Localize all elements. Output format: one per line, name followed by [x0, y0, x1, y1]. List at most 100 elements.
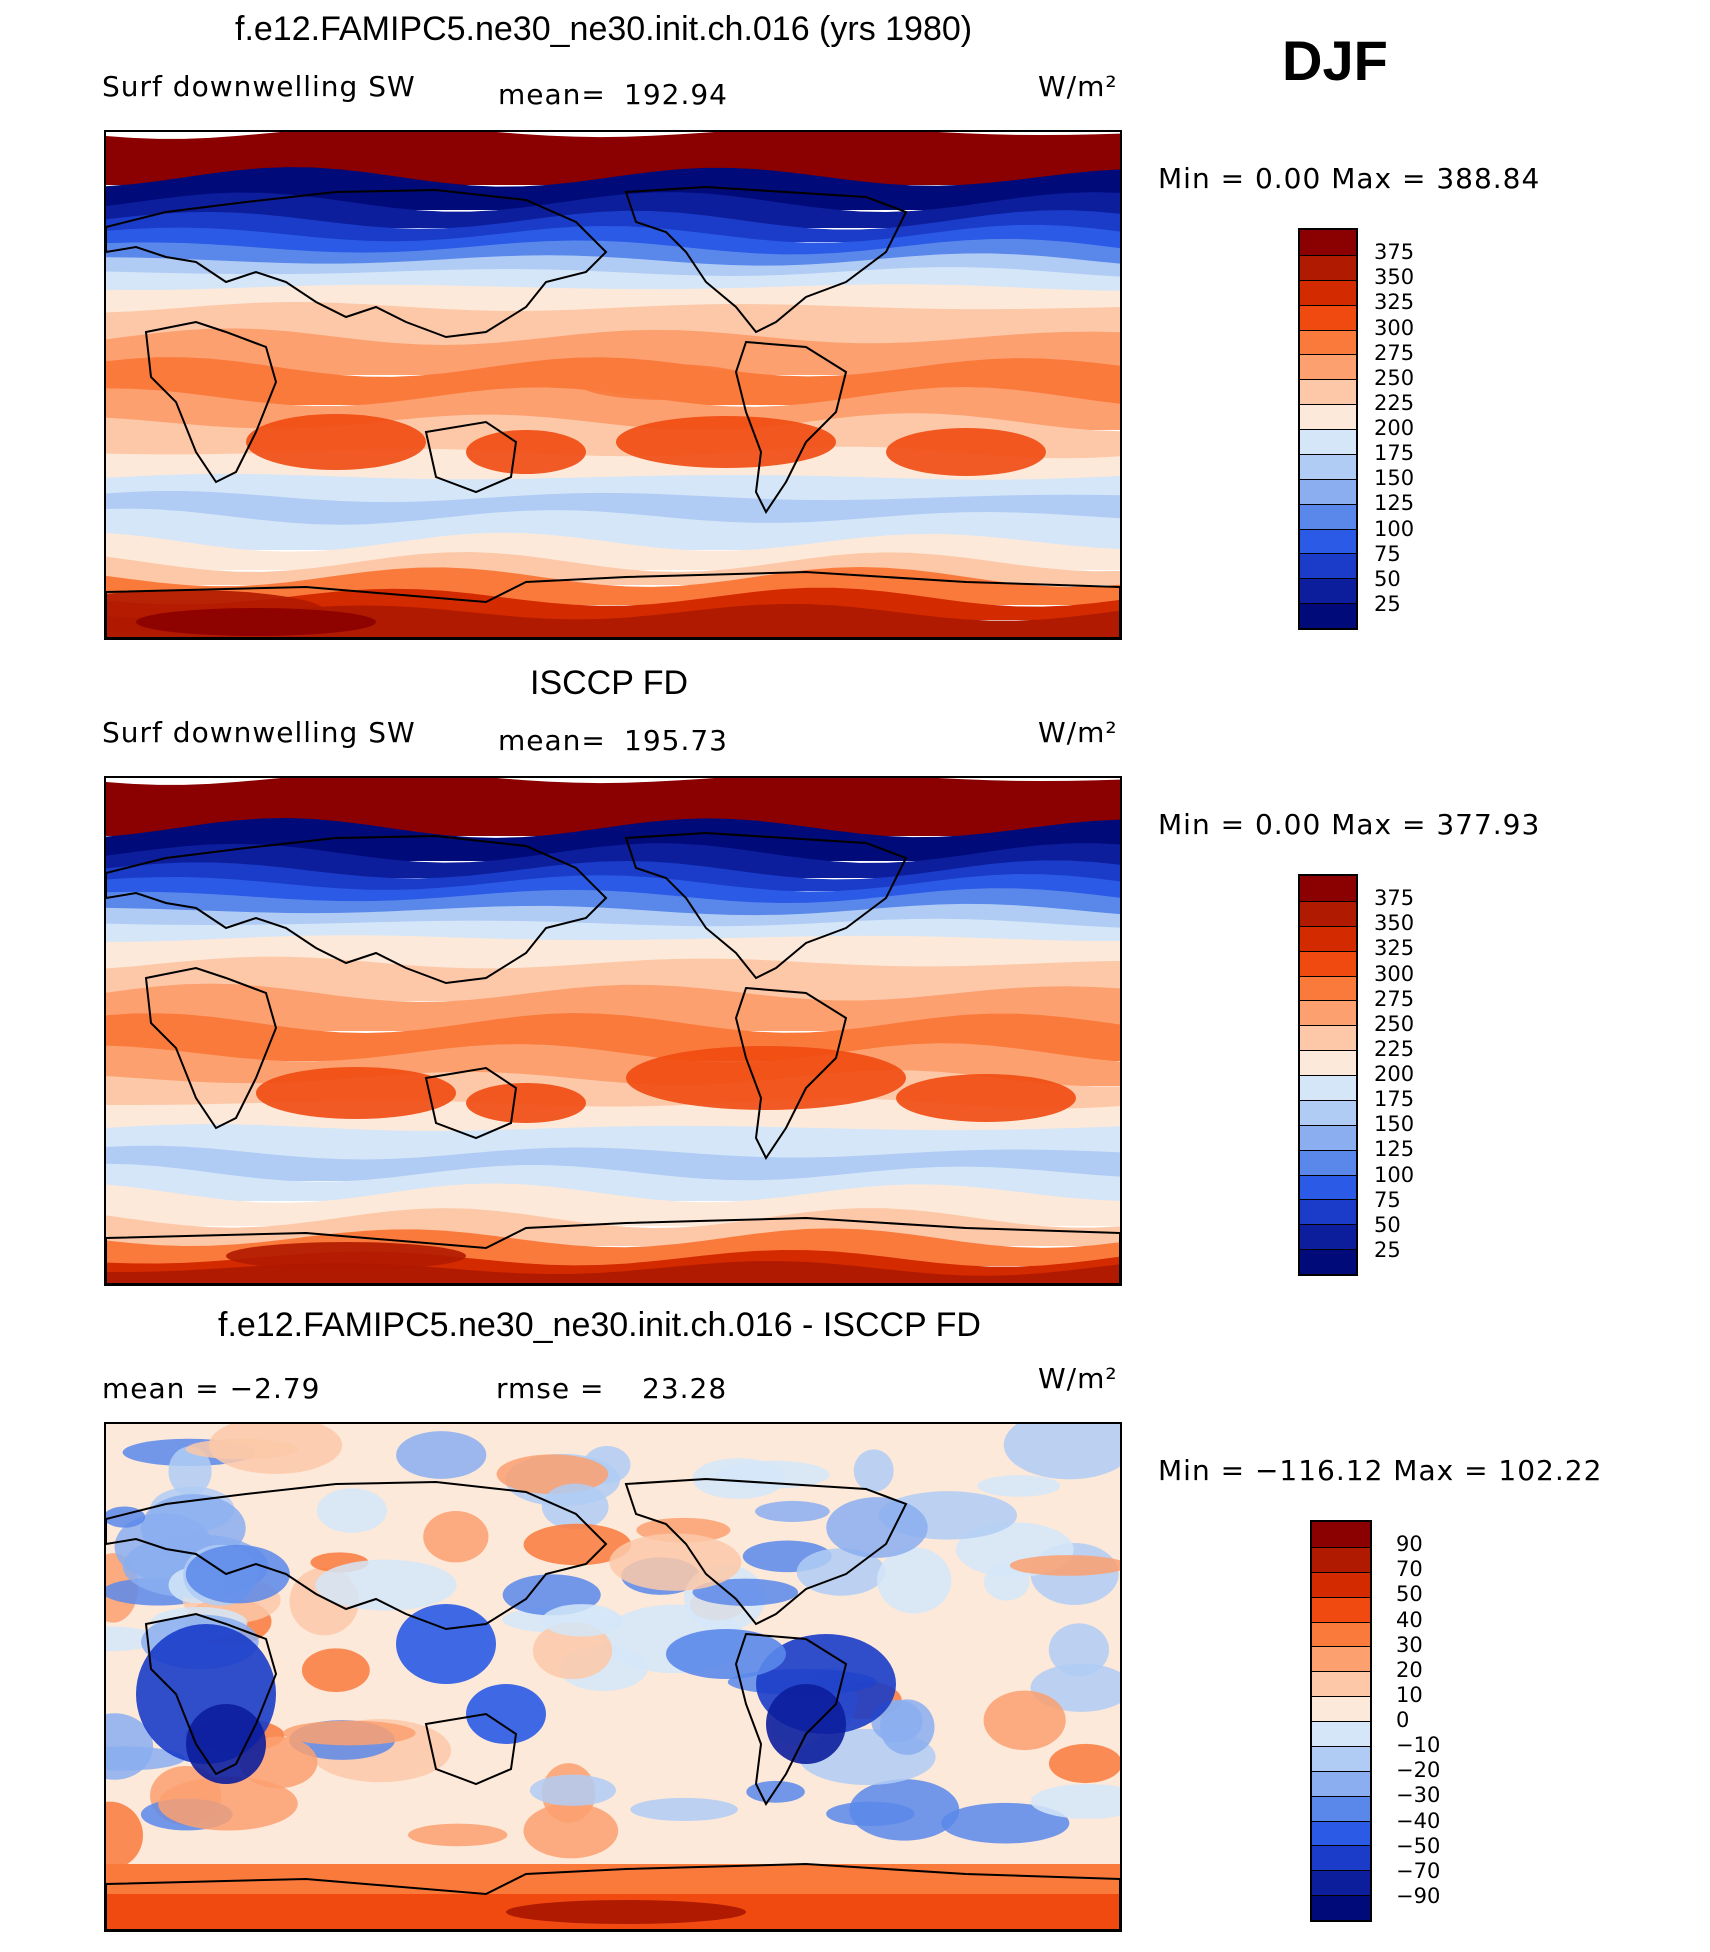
colorbar-swatch	[1300, 379, 1356, 405]
anomaly-blob	[1009, 1555, 1120, 1576]
coastline	[624, 185, 908, 334]
colorbar-tick-label: 100	[1374, 516, 1415, 541]
colorbar-swatch	[1300, 1050, 1356, 1075]
field-blob	[616, 416, 836, 468]
colorbar-swatch	[1300, 900, 1356, 926]
panel-2-variable: Surf downwelling SW	[102, 716, 416, 749]
coastline	[106, 1216, 1120, 1284]
colorbar-tick-label: 375	[1374, 240, 1415, 265]
colorbar-tick-label: −70	[1396, 1858, 1441, 1883]
colorbar-tick-label: −50	[1396, 1833, 1441, 1858]
field-blob	[576, 364, 756, 400]
colorbar-swatch	[1300, 553, 1356, 579]
anomaly-blob	[316, 1488, 388, 1533]
anomaly-blob	[766, 1684, 846, 1764]
colorbar-swatch	[1300, 404, 1356, 429]
field-band	[106, 192, 1120, 228]
coastline	[144, 1612, 278, 1776]
field-band	[106, 210, 1120, 242]
colorbar-swatch	[1300, 279, 1356, 305]
colorbar-tick-label: 275	[1374, 986, 1415, 1011]
colorbar-swatch	[1312, 1596, 1370, 1622]
colorbar-swatch	[1300, 1224, 1356, 1250]
colorbar-tick-label: 175	[1374, 441, 1415, 466]
colorbar-swatch	[1300, 1025, 1356, 1051]
panel-2-map-field	[106, 778, 1120, 1284]
colorbar-tick-label: 90	[1396, 1532, 1423, 1557]
colorbar-tick-label: 125	[1374, 491, 1415, 516]
field-blob	[256, 1067, 456, 1119]
anomaly-blob	[301, 1648, 370, 1693]
colorbar-swatch	[1300, 603, 1356, 628]
anomaly-blob	[106, 1746, 186, 1771]
coastline	[144, 966, 278, 1130]
colorbar-tick-label: 150	[1374, 1112, 1415, 1137]
colorbar-swatch	[1300, 578, 1356, 604]
colorbar-tick-label: 175	[1374, 1087, 1415, 1112]
colorbar-swatch	[1300, 478, 1356, 504]
colorbar-tick-label: 200	[1374, 416, 1415, 440]
coastline	[424, 1712, 518, 1786]
anomaly-blob	[396, 1431, 487, 1479]
colorbar-swatch	[1312, 1745, 1370, 1771]
colorbar-swatch	[1300, 1124, 1356, 1150]
coastline	[734, 986, 848, 1160]
coastline	[106, 188, 608, 339]
colorbar-tick-label: −10	[1396, 1733, 1441, 1758]
anomaly-blob	[185, 1544, 290, 1604]
colorbar-swatch	[1312, 1646, 1370, 1672]
panel-2-mean-value: 195.73	[624, 724, 728, 757]
colorbar-tick-label: 325	[1374, 936, 1415, 961]
colorbar-tick-label: 50	[1396, 1582, 1423, 1607]
field-band	[106, 983, 1120, 1031]
colorbar-swatch	[1300, 528, 1356, 554]
anomaly-blob	[532, 1622, 613, 1680]
anomaly-blob	[877, 1547, 952, 1614]
field-blob	[136, 608, 376, 636]
panel-1-units: W/m²	[1038, 70, 1118, 103]
field-blob	[466, 1083, 586, 1123]
colorbar-swatch	[1300, 354, 1356, 380]
field-blob	[626, 1046, 906, 1110]
anomaly-blob	[396, 1604, 496, 1684]
colorbar-tick-label: 10	[1396, 1682, 1423, 1707]
colorbar-tick-label: 375	[1374, 886, 1415, 911]
colorbar-swatch	[1300, 1249, 1356, 1274]
colorbar-tick-label: 0	[1396, 1708, 1410, 1732]
colorbar-tick-label: 250	[1374, 365, 1415, 390]
coastline	[624, 831, 908, 980]
panel-1-title: f.e12.FAMIPC5.ne30_ne30.init.ch.016 (yrs…	[235, 10, 973, 48]
colorbar-swatch	[1312, 1671, 1370, 1697]
colorbar-tick-label: 225	[1374, 390, 1415, 415]
colorbar-tick-label: 250	[1374, 1011, 1415, 1036]
colorbar-tick-label: 200	[1374, 1062, 1415, 1086]
colorbar-tick-label: 70	[1396, 1557, 1423, 1582]
coastline	[106, 570, 1120, 638]
field-band	[106, 843, 1120, 878]
panel-1-minmax: Min = 0.00 Max = 388.84	[1158, 162, 1541, 195]
field-band	[106, 818, 1120, 861]
colorbar-swatch	[1312, 1795, 1370, 1821]
panel-2-map	[104, 776, 1122, 1286]
field-blob	[886, 428, 1046, 476]
panel-3-units: W/m²	[1038, 1362, 1118, 1395]
panel-1-mean-label: mean=	[498, 78, 606, 111]
colorbar-tick-label: 50	[1374, 1212, 1401, 1237]
colorbar-swatch	[1300, 230, 1356, 255]
field-band	[106, 328, 1120, 375]
colorbar-tick-label: 100	[1374, 1162, 1415, 1187]
anomaly-blob	[523, 1523, 632, 1566]
colorbar-swatch	[1312, 1845, 1370, 1871]
panel-1-variable: Surf downwelling SW	[102, 70, 416, 103]
field-blob	[226, 1242, 466, 1270]
colorbar-swatch	[1300, 1075, 1356, 1100]
colorbar-tick-label: 350	[1374, 911, 1415, 936]
colorbar-tick-label: −90	[1396, 1883, 1441, 1908]
colorbar-swatch	[1300, 329, 1356, 355]
colorbar-swatch	[1300, 1174, 1356, 1200]
anomaly-blob	[853, 1449, 894, 1492]
anomaly-blob	[529, 1774, 616, 1806]
anomaly-blob	[158, 1776, 298, 1831]
colorbar-swatch	[1300, 254, 1356, 280]
colorbar-swatch	[1312, 1770, 1370, 1796]
